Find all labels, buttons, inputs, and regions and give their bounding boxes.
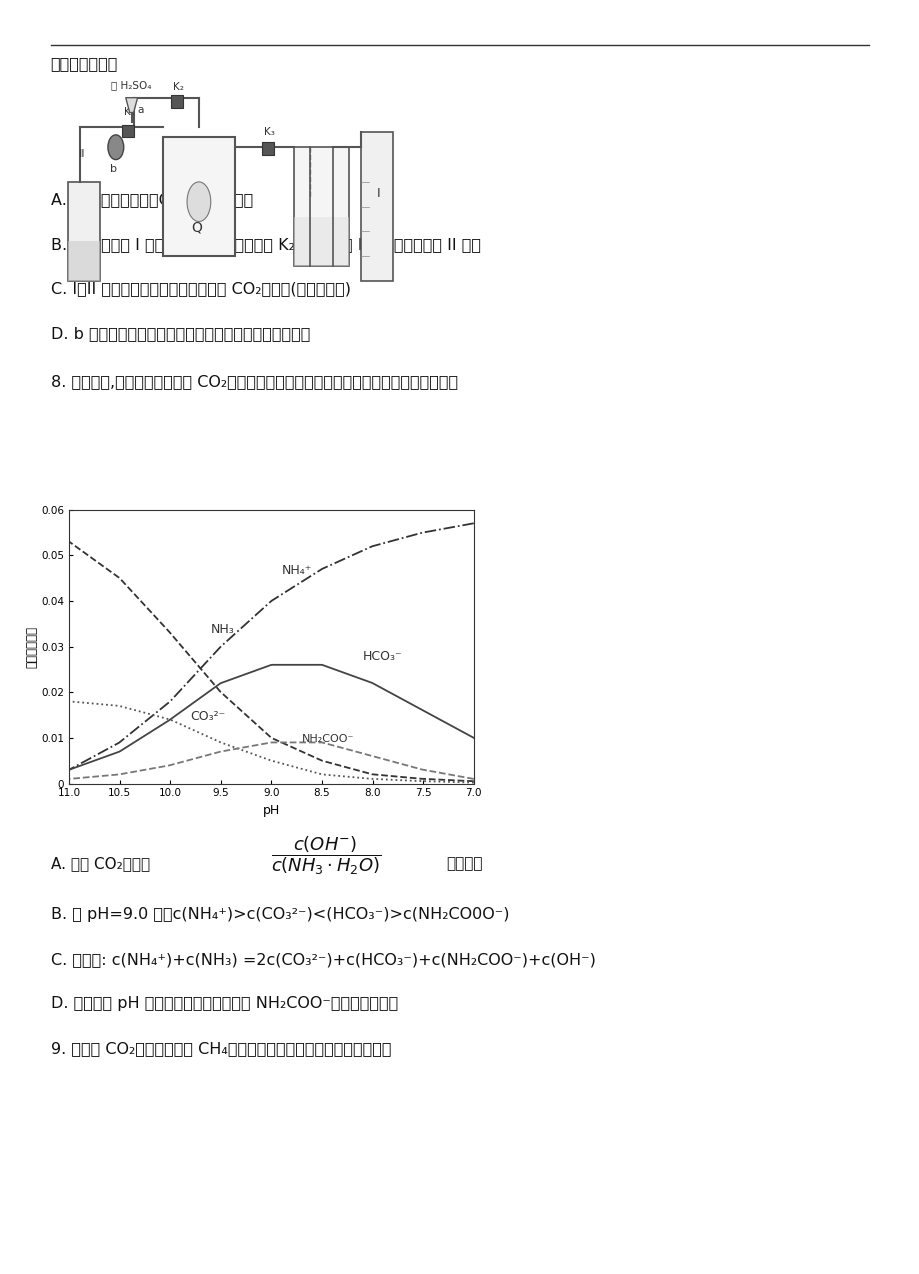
- Text: A. 稀硫酸滴入气球中，Q 中能生成两种气体: A. 稀硫酸滴入气球中，Q 中能生成两种气体: [51, 192, 253, 208]
- Bar: [293, 148, 349, 266]
- Text: HCO₃⁻: HCO₃⁻: [362, 650, 402, 664]
- Text: K₂: K₂: [173, 83, 184, 92]
- Bar: [361, 132, 392, 282]
- Text: NH₄⁺: NH₄⁺: [281, 563, 312, 577]
- Bar: [68, 241, 100, 282]
- Text: 不断增大: 不断增大: [446, 856, 482, 871]
- X-axis label: pH: pH: [263, 804, 279, 817]
- Text: A. 随着 CO₂的通入: A. 随着 CO₂的通入: [51, 856, 150, 871]
- Bar: [262, 143, 274, 154]
- Bar: [68, 182, 100, 282]
- Text: B. 准确读取量筒 I 读数后，先关闭 K₃然后打开 K₂，再缓缓打开 K₁，准确读取量筒 II 读数: B. 准确读取量筒 I 读数后，先关闭 K₃然后打开 K₂，再缓缓打开 K₁，准…: [51, 237, 480, 252]
- Text: b: b: [109, 164, 117, 175]
- Text: 法中不正确的是: 法中不正确的是: [51, 56, 118, 71]
- Text: $\dfrac{c\left(OH^{-}\right)}{c\left(NH_3 \cdot H_2O\right)}$: $\dfrac{c\left(OH^{-}\right)}{c\left(NH_…: [271, 834, 381, 878]
- Bar: [293, 217, 349, 266]
- Text: I: I: [377, 187, 380, 200]
- Text: Q: Q: [191, 220, 201, 234]
- Bar: [121, 125, 133, 138]
- Ellipse shape: [108, 135, 124, 159]
- Text: K₃: K₃: [264, 127, 275, 136]
- Text: C. I、II 中测量的气体体积的差値即为 CO₂的体积(相同状况下): C. I、II 中测量的气体体积的差値即为 CO₂的体积(相同状况下): [51, 282, 350, 297]
- Text: 稀 H₂SO₄: 稀 H₂SO₄: [111, 80, 152, 89]
- Text: D. b 中的固体试剂可以是灸石灰，也可以是无水氯化馒。: D. b 中的固体试剂可以是灸石灰，也可以是无水氯化馒。: [51, 326, 310, 341]
- Polygon shape: [126, 98, 138, 112]
- Y-axis label: 物质的量分数: 物质的量分数: [26, 626, 39, 668]
- Text: C. 溶液中: c(NH₄⁺)+c(NH₃) =2c(CO₃²⁻)+c(HCO₃⁻)+c(NH₂COO⁻)+c(OH⁻): C. 溶液中: c(NH₄⁺)+c(NH₃) =2c(CO₃²⁻)+c(HCO₃…: [51, 952, 595, 967]
- Text: 9. 下图是 CO₂电却化还原为 CH₄的工作原理示意图。下列说法正确的是: 9. 下图是 CO₂电却化还原为 CH₄的工作原理示意图。下列说法正确的是: [51, 1041, 391, 1056]
- Text: CO₃²⁻: CO₃²⁻: [190, 710, 225, 722]
- Text: NH₃: NH₃: [210, 623, 234, 636]
- Text: NH₂COO⁻: NH₂COO⁻: [301, 734, 354, 744]
- Bar: [164, 138, 234, 256]
- Text: B. 在 pH=9.0 时，c(NH₄⁺)>c(CO₃²⁻)<(HCO₃⁻)>c(NH₂CO0O⁻): B. 在 pH=9.0 时，c(NH₄⁺)>c(CO₃²⁻)<(HCO₃⁻)>c…: [51, 907, 508, 922]
- Text: a: a: [138, 104, 143, 115]
- Ellipse shape: [187, 182, 210, 222]
- Text: D. 在溶液中 pH 不断降低的过程中，有含 NH₂COO⁻的中间产物生成: D. 在溶液中 pH 不断降低的过程中，有含 NH₂COO⁻的中间产物生成: [51, 996, 397, 1012]
- Text: 8. 某温度时,向氨水溶液中通入 CO₂，各种离子的变化趋势如下图所示。下列说法正确的是: 8. 某温度时,向氨水溶液中通入 CO₂，各种离子的变化趋势如下图所示。下列说法…: [51, 375, 458, 390]
- Bar: [171, 96, 183, 107]
- Text: K₁: K₁: [123, 107, 134, 117]
- Text: II: II: [79, 149, 85, 159]
